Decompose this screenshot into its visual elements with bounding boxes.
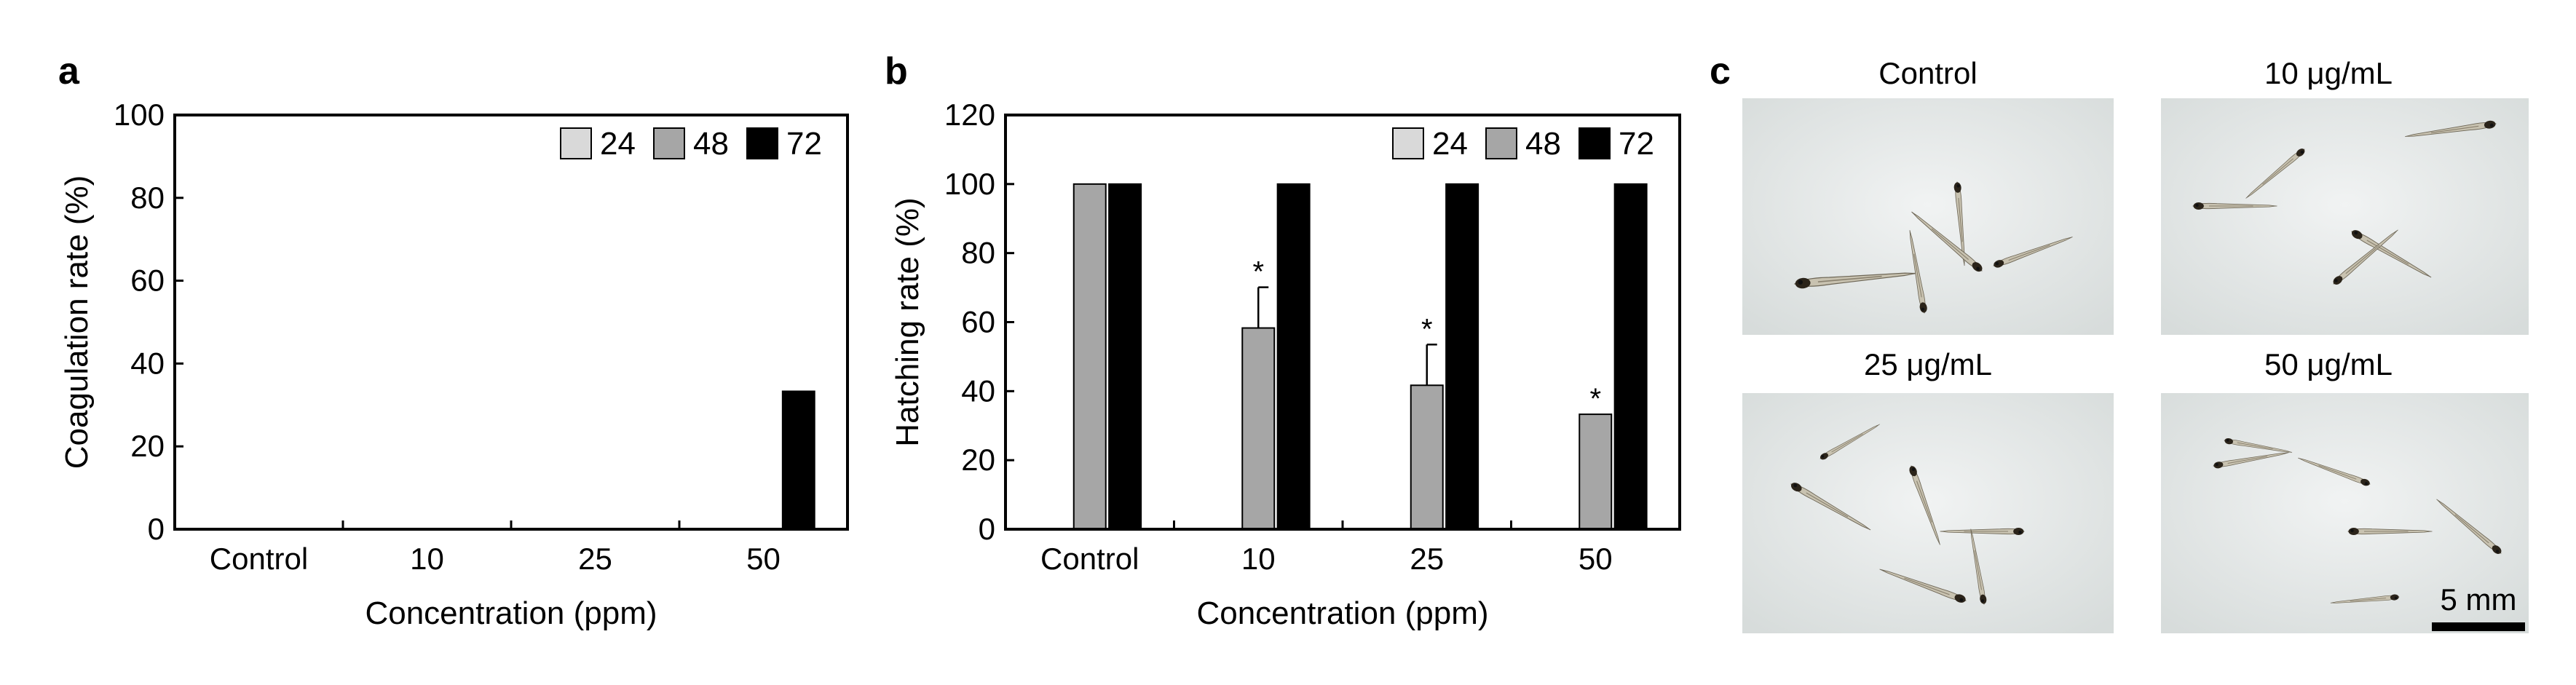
chart-b-significance-star: * [1421, 313, 1433, 345]
image-title-50: 50 μg/mL [2264, 347, 2393, 381]
chart-b-x-tick-label: 25 [1410, 542, 1444, 576]
chart-a-bars [781, 390, 815, 531]
chart-a-bar-72 [781, 390, 815, 531]
photo-50 [2161, 393, 2529, 633]
panel-letter-c: c [1710, 50, 1731, 92]
chart-b-legend-label: 24 [1432, 126, 1468, 162]
chart-b-bars: * * * [1072, 183, 1648, 531]
chart-b-y-tick-label: 80 [961, 236, 995, 270]
chart-a-legend: 24 48 72 [560, 126, 822, 162]
chart-a-x-ticks: Control 10 25 50 [210, 520, 781, 576]
chart-b-significance-star: * [1252, 256, 1264, 288]
chart-b-bar-72 [1445, 183, 1479, 530]
chart-b-bar-72 [1276, 183, 1311, 530]
chart-a-x-tick-label: Control [210, 542, 308, 576]
image-50: 50 μg/mL 5 mm [2161, 347, 2529, 633]
chart-a-y-tick-label: 20 [130, 429, 165, 463]
chart-a-y-axis-title: Coagulation rate (%) [59, 175, 95, 470]
chart-b-y-tick-label: 60 [961, 305, 995, 339]
chart-b-bar-72 [1108, 183, 1142, 530]
chart-b-x-tick-label: 10 [1241, 542, 1276, 576]
chart-b: * * * 0 20 40 60 80 100 120 Control 10 25 50 Hatchi… [890, 98, 1681, 631]
chart-b-significance-star: * [1589, 383, 1601, 415]
chart-b-frame [1004, 114, 1681, 531]
chart-a-y-tick-label: 100 [114, 98, 165, 132]
chart-b-y-axis-title: Hatching rate (%) [890, 197, 925, 446]
chart-b-x-ticks: Control 10 25 50 [1040, 520, 1613, 576]
chart-a-y-ticks: 0 20 40 60 80 100 [114, 98, 183, 546]
chart-a-legend-swatch-24 [560, 127, 592, 159]
panel-letter-b: b [885, 50, 908, 92]
chart-b-y-tick-label: 20 [961, 443, 995, 477]
image-title-control: Control [1878, 56, 1977, 90]
chart-b-legend: 24 48 72 [1392, 126, 1654, 162]
chart-b-legend-label: 72 [1619, 126, 1654, 162]
image-10: 10 μg/mL [2161, 56, 2529, 335]
chart-a-frame [173, 114, 849, 531]
panel-letter-a: a [58, 50, 80, 92]
chart-b-y-ticks: 0 20 40 60 80 100 120 [944, 98, 1014, 546]
chart-a-x-tick-label: 50 [746, 542, 781, 576]
image-title-25: 25 μg/mL [1864, 347, 1992, 381]
chart-b-y-tick-label: 120 [944, 98, 995, 132]
chart-a-legend-label: 48 [693, 126, 729, 162]
image-grid: Control 10 μg/mL 25 μg/mL [1742, 56, 2529, 633]
chart-b-bar-72 [1613, 183, 1648, 530]
image-control: Control [1742, 56, 2114, 335]
chart-b-x-tick-label: Control [1040, 542, 1139, 576]
chart-b-y-tick-label: 40 [961, 373, 995, 408]
chart-a-y-tick-label: 60 [130, 264, 165, 298]
image-title-10: 10 μg/mL [2264, 56, 2393, 90]
chart-a-legend-label: 72 [786, 126, 822, 162]
chart-b-y-tick-label: 100 [944, 167, 995, 201]
chart-a-x-axis-title: Concentration (ppm) [365, 595, 657, 631]
chart-a-x-tick-label: 25 [578, 542, 612, 576]
chart-a-y-tick-label: 80 [130, 181, 165, 215]
scale-bar [2432, 622, 2525, 631]
photo-control [1742, 98, 2114, 335]
chart-b-bar-48 [1072, 183, 1107, 530]
chart-a-legend-label: 24 [600, 126, 636, 162]
scale-bar-label: 5 mm [2441, 582, 2517, 617]
chart-a: 0 20 40 60 80 100 Control 10 25 50 Coagulation r… [59, 98, 849, 631]
chart-b-y-tick-label: 0 [979, 512, 995, 546]
chart-a-y-tick-label: 40 [130, 346, 165, 380]
chart-a-x-tick-label: 10 [410, 542, 444, 576]
chart-b-legend-swatch-48 [1485, 127, 1517, 159]
chart-b-bar-48 [1241, 327, 1276, 530]
photo-10 [2161, 98, 2529, 335]
chart-b-x-axis-title: Concentration (ppm) [1196, 595, 1488, 631]
chart-b-legend-label: 48 [1525, 126, 1561, 162]
chart-a-y-tick-label: 0 [148, 512, 165, 546]
chart-b-x-tick-label: 50 [1579, 542, 1613, 576]
chart-b-legend-swatch-24 [1392, 127, 1424, 159]
chart-a-legend-swatch-48 [653, 127, 685, 159]
chart-b-bar-48 [1579, 413, 1613, 530]
chart-b-bar-48 [1410, 384, 1444, 531]
image-25: 25 μg/mL [1742, 347, 2114, 633]
chart-a-legend-swatch-72 [746, 127, 778, 159]
chart-b-legend-swatch-72 [1579, 127, 1611, 159]
